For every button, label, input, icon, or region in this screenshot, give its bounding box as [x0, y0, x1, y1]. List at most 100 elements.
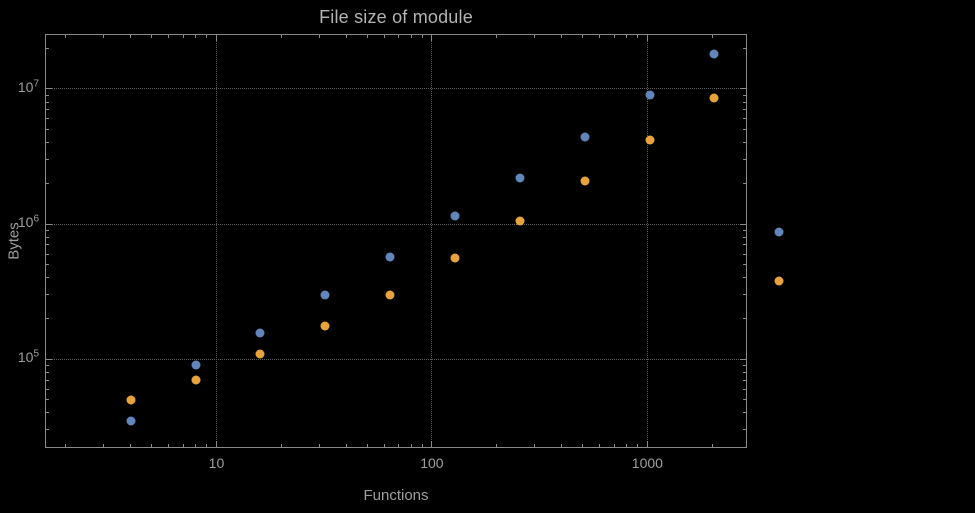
tick-mark	[46, 109, 49, 111]
data-point-blue	[645, 90, 655, 100]
tick-mark	[711, 444, 713, 447]
tick-mark	[561, 35, 563, 38]
tick-mark	[103, 35, 105, 38]
data-point-blue	[774, 227, 784, 237]
tick-mark	[496, 444, 498, 447]
data-point-orange	[320, 321, 330, 331]
tick-mark	[646, 441, 648, 447]
y-gridline	[45, 358, 747, 360]
tick-mark	[398, 35, 400, 38]
tick-mark	[743, 253, 746, 255]
tick-mark	[743, 379, 746, 381]
data-point-orange	[580, 176, 590, 185]
data-point-orange	[255, 349, 265, 359]
tick-mark	[366, 444, 368, 447]
data-point-orange	[709, 93, 719, 103]
tick-mark	[431, 441, 433, 447]
tick-mark	[743, 47, 746, 49]
tick-mark	[46, 399, 49, 401]
tick-mark	[625, 35, 627, 38]
tick-mark	[740, 223, 746, 225]
tick-mark	[743, 294, 746, 296]
tick-mark	[496, 35, 498, 38]
tick-mark	[534, 444, 536, 447]
data-point-orange	[774, 276, 784, 286]
x-gridline	[646, 34, 648, 448]
tick-mark	[743, 229, 746, 231]
tick-mark	[743, 264, 746, 266]
tick-mark	[366, 35, 368, 38]
tick-mark	[743, 182, 746, 184]
tick-mark	[743, 277, 746, 279]
tick-mark	[743, 142, 746, 144]
tick-mark	[280, 35, 282, 38]
tick-mark	[46, 47, 49, 49]
tick-mark	[743, 159, 746, 161]
data-point-blue	[255, 328, 265, 338]
tick-mark	[46, 223, 52, 225]
tick-mark	[46, 182, 49, 184]
x-axis-label: Functions	[363, 487, 429, 504]
tick-mark	[46, 229, 49, 231]
tick-mark	[740, 88, 746, 90]
tick-mark	[431, 35, 433, 41]
tick-mark	[46, 429, 49, 431]
tick-mark	[743, 429, 746, 431]
tick-mark	[625, 444, 627, 447]
tick-mark	[46, 129, 49, 131]
tick-mark	[46, 88, 52, 90]
tick-mark	[383, 35, 385, 38]
tick-mark	[46, 388, 49, 390]
tick-mark	[421, 444, 423, 447]
tick-mark	[130, 35, 132, 38]
tick-mark	[46, 317, 49, 319]
tick-mark	[743, 371, 746, 373]
tick-mark	[743, 364, 746, 366]
y-gridline	[45, 223, 747, 225]
x-tick-label: 1000	[631, 455, 663, 471]
tick-mark	[46, 142, 49, 144]
tick-mark	[215, 35, 217, 41]
tick-mark	[46, 264, 49, 266]
x-gridline	[215, 34, 217, 448]
tick-mark	[46, 379, 49, 381]
data-point-orange	[645, 135, 655, 145]
tick-mark	[206, 35, 208, 38]
x-gridline	[431, 34, 433, 448]
data-point-blue	[450, 211, 460, 221]
tick-mark	[318, 35, 320, 38]
tick-mark	[195, 444, 197, 447]
tick-mark	[345, 35, 347, 38]
tick-mark	[743, 388, 746, 390]
tick-mark	[740, 358, 746, 360]
data-point-blue	[320, 290, 330, 300]
y-tick-label: 107	[17, 78, 39, 95]
data-point-blue	[709, 49, 719, 59]
tick-mark	[534, 35, 536, 38]
tick-mark	[206, 444, 208, 447]
tick-mark	[46, 244, 49, 246]
tick-mark	[637, 444, 639, 447]
plot-frame	[45, 34, 747, 448]
tick-mark	[421, 35, 423, 38]
tick-mark	[46, 236, 49, 238]
tick-mark	[46, 101, 49, 103]
tick-mark	[561, 444, 563, 447]
tick-mark	[599, 35, 601, 38]
tick-mark	[743, 109, 746, 111]
tick-mark	[743, 129, 746, 131]
data-point-orange	[385, 290, 395, 300]
tick-mark	[743, 101, 746, 103]
tick-mark	[195, 35, 197, 38]
tick-mark	[743, 94, 746, 96]
tick-mark	[46, 277, 49, 279]
tick-mark	[318, 444, 320, 447]
tick-mark	[168, 35, 170, 38]
tick-mark	[182, 35, 184, 38]
data-point-blue	[191, 360, 201, 370]
tick-mark	[46, 364, 49, 366]
tick-mark	[743, 118, 746, 120]
tick-mark	[599, 444, 601, 447]
tick-mark	[46, 371, 49, 373]
